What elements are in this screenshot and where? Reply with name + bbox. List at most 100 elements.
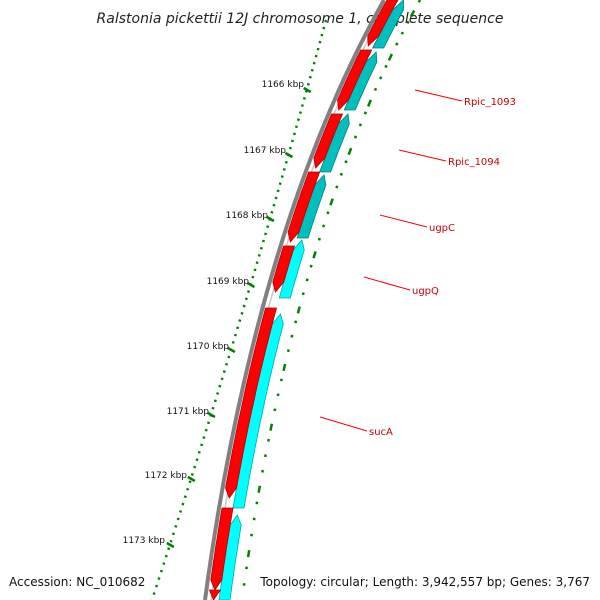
scale-dot [306,82,310,86]
label-line-ugpc [379,214,428,228]
scale-dot [244,297,248,301]
scale-dot [247,290,251,293]
label-line-rpic-1094 [398,149,447,162]
scale-dot [202,436,206,439]
footer: Accession: NC_010682 Topology: circular;… [4,572,596,590]
scale-dot [288,146,292,150]
outer-tick [246,550,251,558]
outer-tick [373,87,378,92]
gene-labels: Rpic_1093 Rpic_1094 ugpC ugpQ sucA [369,97,516,438]
outer-tick [273,408,277,412]
forward-gene-6 [210,507,234,591]
outer-tick [322,224,326,228]
scale-major-tick [227,346,236,354]
scale-dot [169,539,173,543]
forward-gene-2 [313,113,344,169]
scale-dot [167,547,171,551]
scale-dot [290,139,294,143]
scale-tick-labels: 1166 kbp 1167 kbp 1168 kbp 1169 kbp 1170… [123,80,305,546]
scale-dot [310,68,314,72]
scale-dot [236,326,240,330]
outer-tick [317,237,321,241]
accession-text: Accession: NC_010682 [9,575,145,589]
scale-dot [155,584,159,588]
outer-tick [347,147,353,156]
gene-label-rpic-1094: Rpic_1094 [448,157,500,168]
outer-tick [282,363,287,372]
scale-dot [272,203,276,207]
scale-dot [227,355,231,359]
label-line-rpic-1093 [414,89,463,102]
scale-dot [257,254,261,257]
tick-label-1173: 1173 kbp [123,536,166,546]
outer-tick [406,20,410,24]
scale-dot [292,132,296,136]
outer-tick [417,0,422,3]
scale-dot [270,210,274,214]
scale-dot [255,261,259,265]
outer-tick [379,76,383,80]
outer-tick [339,172,343,176]
scale-dot [176,517,180,521]
scale-dot [314,54,318,58]
scale-dot [253,268,257,272]
scale-dot [233,333,237,337]
scale-dot [242,304,246,308]
scale-dot [312,61,316,65]
scale-dot [193,465,197,469]
outer-tick [269,423,274,431]
scale-dot [264,232,268,236]
outer-tick [257,485,262,493]
outer-tick [409,9,416,18]
outer-tick-track [240,0,422,600]
scale-dot [162,562,166,566]
scale-dot [225,362,229,366]
outer-tick [279,378,283,382]
outer-tick [366,99,373,107]
scale-dot [294,125,298,129]
outer-tick [358,123,363,127]
outer-tick [335,185,339,189]
scale-ticks [166,86,312,549]
scale-dot [195,458,199,462]
scale-major-tick [207,411,216,419]
scale-dot [284,160,288,164]
forward-gene-3 [287,171,321,243]
scale-dot [171,532,175,536]
scale-dot [324,19,328,23]
scale-dot [316,47,320,51]
scale-dot [222,370,226,373]
scale-dot [186,487,190,491]
outer-tick [312,251,317,259]
scale-dot [280,175,284,178]
outer-tick [384,64,388,69]
outer-tick [276,393,280,397]
outer-tick [400,31,405,35]
forward-gene-1 [337,49,373,111]
scale-dot [240,311,244,315]
scale-dot [322,26,326,30]
outer-tick [296,306,301,314]
stats-backdrop [256,572,596,590]
forward-strand-track [208,0,399,600]
scale-dot [174,524,178,528]
forward-gene-5 [225,307,278,499]
outer-tick [305,278,309,282]
outer-tick [309,264,313,268]
scale-dot [218,384,222,388]
gene-label-lines [319,89,463,432]
outer-tick [395,42,399,46]
outer-tick [294,320,298,324]
scale-dot [296,118,300,122]
scale-major-tick [166,541,175,549]
tick-label-1170: 1170 kbp [187,342,230,352]
scale-dot [276,189,280,193]
genome-stats-text: Topology: circular; Length: 3,942,557 bp… [259,575,590,589]
outer-tick [353,135,358,139]
scale-dot [238,319,242,322]
scale-dot [188,480,192,484]
scale-dot [231,340,235,344]
tick-label-1169: 1169 kbp [207,277,250,287]
outer-tick [344,160,348,164]
